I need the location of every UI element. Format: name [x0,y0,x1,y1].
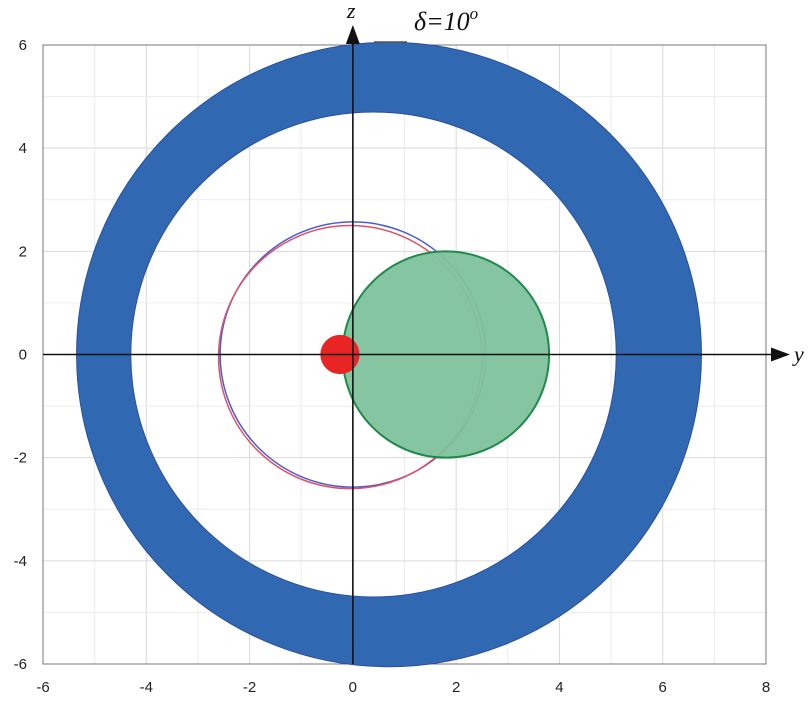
y-tick-label: -4 [14,553,27,570]
x-tick-label: 2 [452,679,460,696]
x-tick-label: 6 [659,679,667,696]
y-tick-label: 4 [19,140,27,157]
y-axis-label: z [346,0,356,23]
x-tick-label: 0 [349,679,357,696]
x-axis-arrow [771,347,790,362]
axes [43,25,790,664]
x-tick-label: -6 [36,679,49,696]
tick-labels: -6 -4 -2 0 2 4 6 8 -6 -4 -2 0 2 4 6 [14,37,771,696]
y-tick-label: 2 [19,243,27,260]
x-tick-label: 4 [555,679,563,696]
y-tick-label: -2 [14,450,27,467]
y-tick-label: 0 [19,347,27,364]
x-tick-label: 8 [762,679,770,696]
delta-annotation: δ=10o [414,4,478,36]
y-tick-label: -6 [14,656,27,673]
y-axis-arrow [345,25,360,44]
delta-value: =10 [426,7,470,36]
x-tick-label: -4 [140,679,153,696]
x-axis-label: y [792,342,804,367]
degree-superscript: o [470,4,479,23]
delta-symbol: δ [414,7,427,36]
x-tick-label: -2 [243,679,256,696]
y-tick-label: 6 [19,37,27,54]
